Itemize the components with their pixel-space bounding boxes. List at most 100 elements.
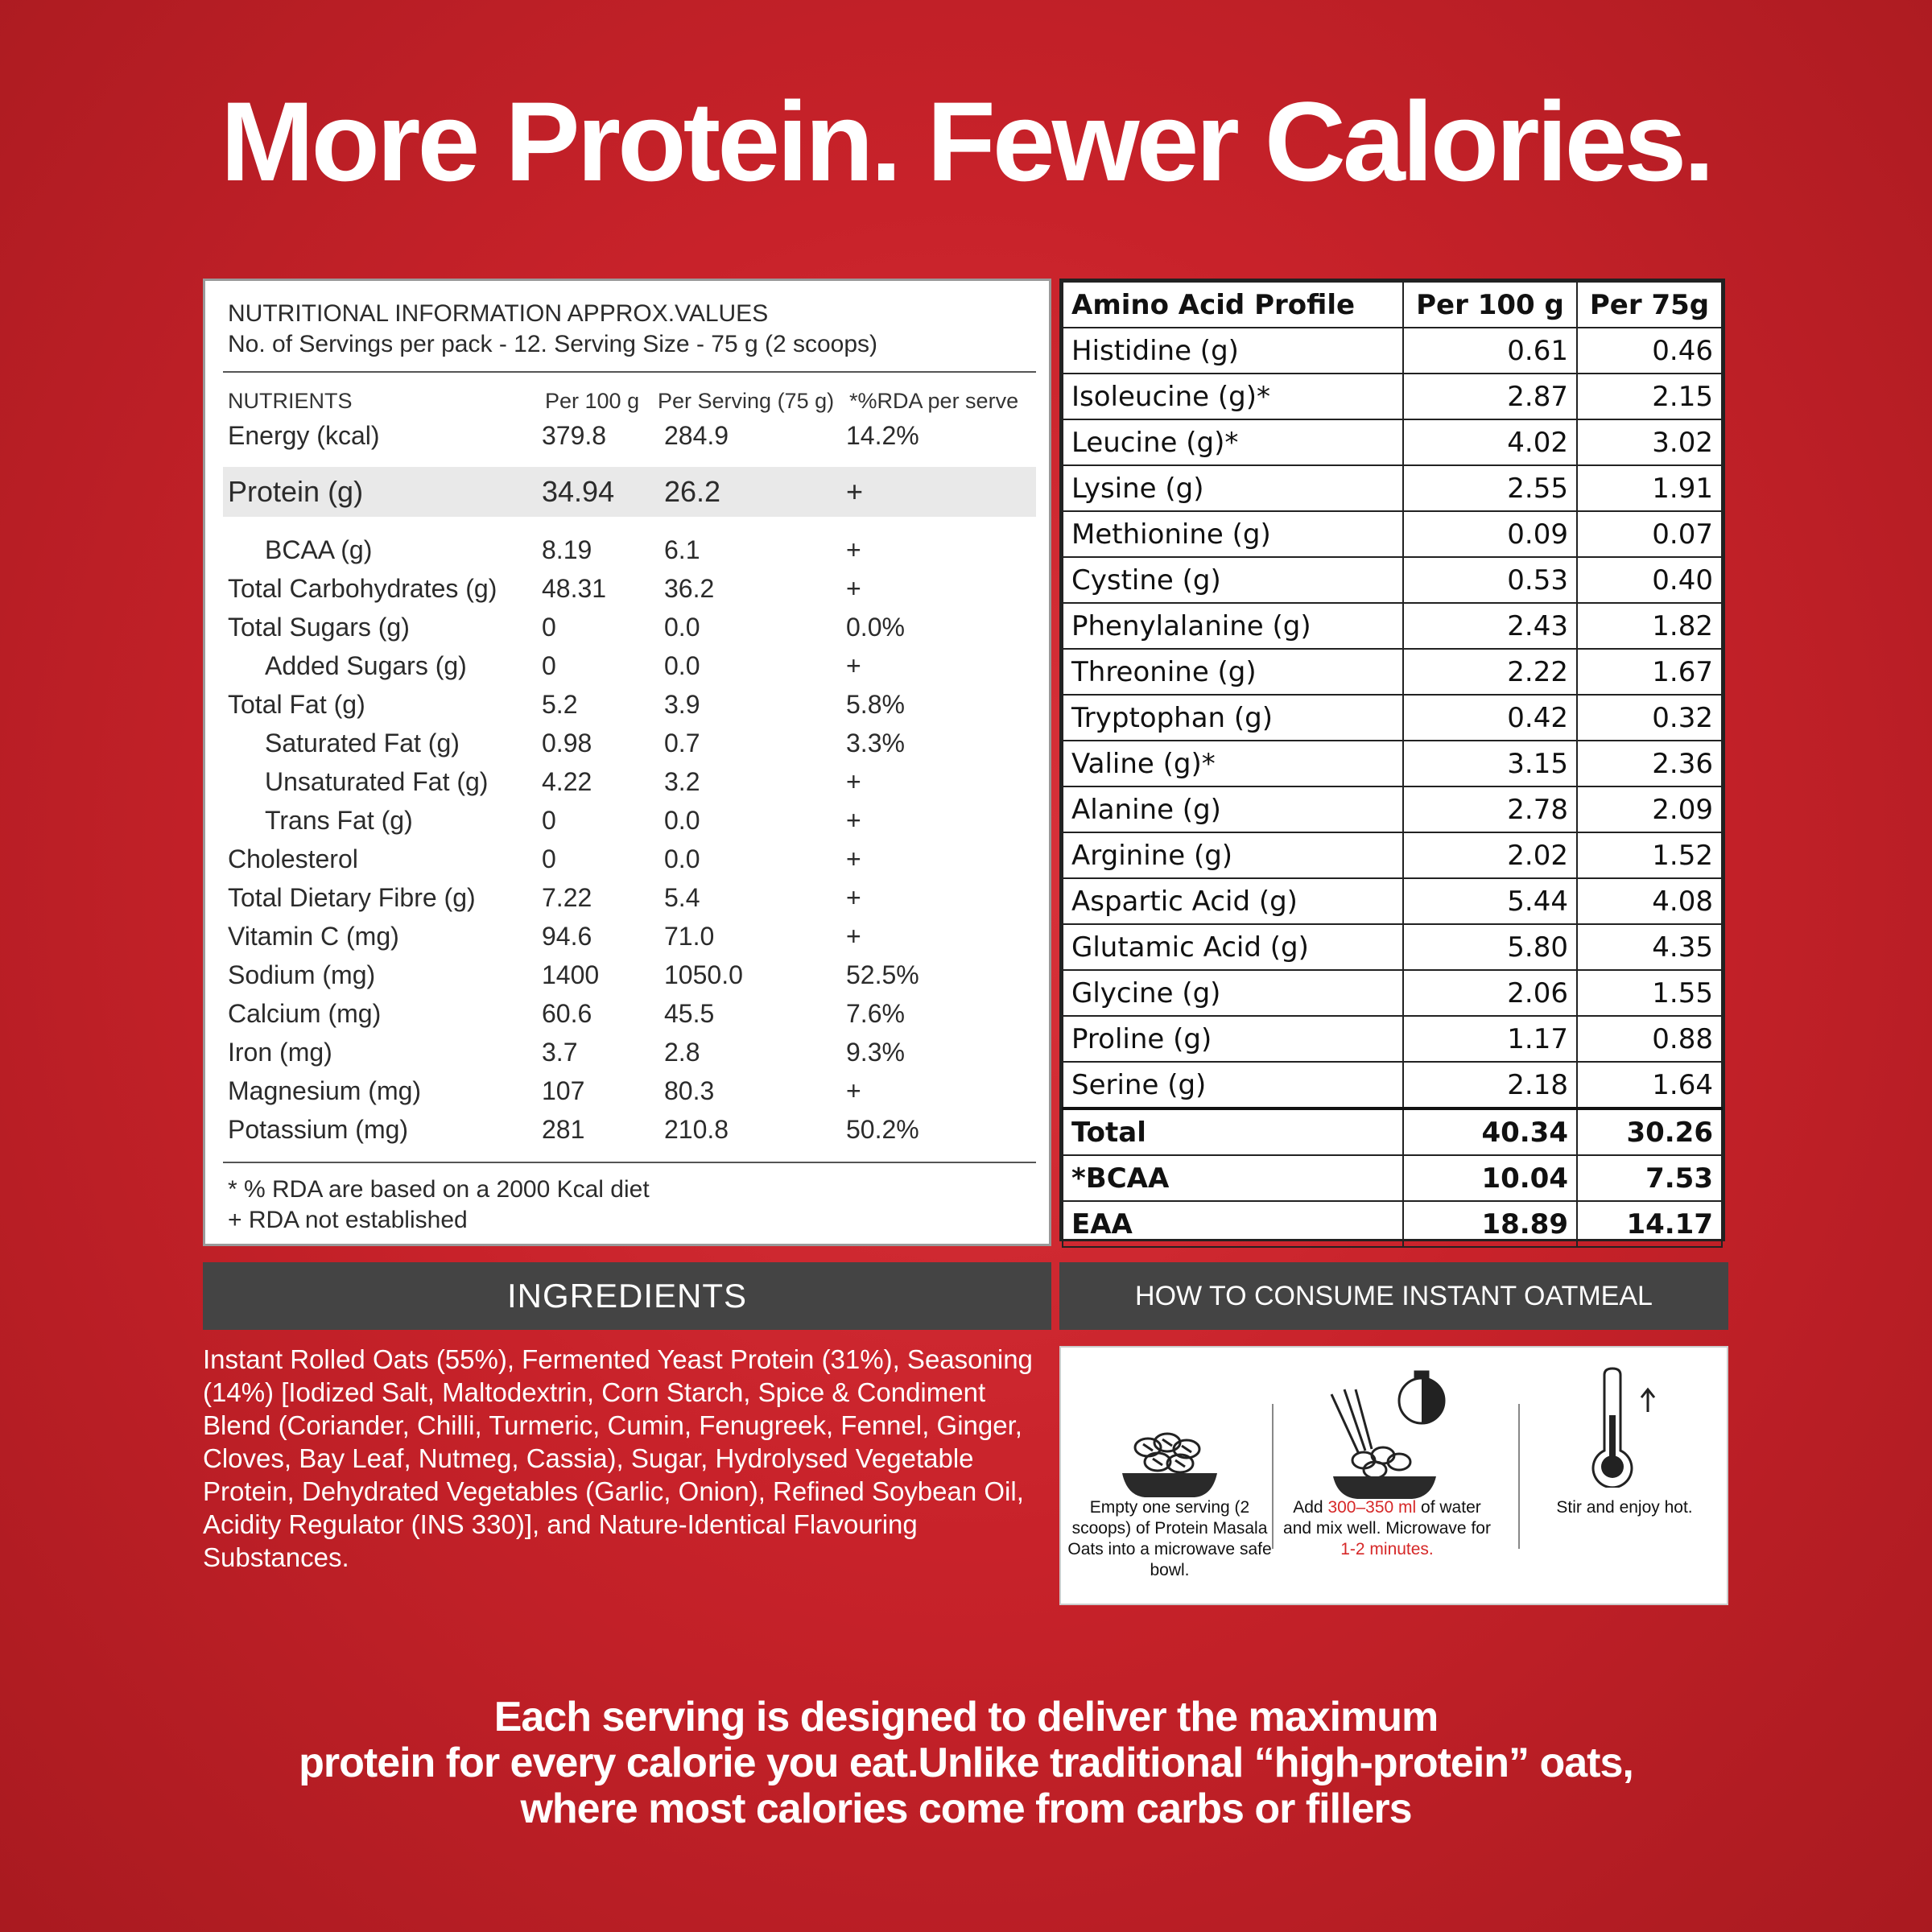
nutrient-row: Total Carbohydrates (g) 48.31 36.2 + bbox=[223, 569, 1036, 608]
tagline-line1: Each serving is designed to deliver the … bbox=[493, 1694, 1439, 1740]
nutrient-row: Sodium (mg) 1400 1050.0 52.5% bbox=[223, 956, 1036, 994]
nutrient-per100: 34.94 bbox=[542, 475, 615, 508]
nutrient-name: Energy (kcal) bbox=[228, 421, 380, 450]
amino-row: Serine (g) 2.18 1.64 bbox=[1062, 1061, 1723, 1109]
nutrition-panel: NUTRITIONAL INFORMATION APPROX.VALUES No… bbox=[203, 279, 1051, 1246]
nutrient-per100: 0 bbox=[542, 806, 556, 835]
amino-per100: 1.17 bbox=[1402, 1015, 1578, 1063]
nutrient-name: Magnesium (mg) bbox=[228, 1076, 422, 1105]
how-to-heading: HOW TO CONSUME INSTANT OATMEAL bbox=[1059, 1262, 1728, 1330]
amino-per100: 0.42 bbox=[1402, 694, 1578, 741]
nutrient-per100: 48.31 bbox=[542, 574, 607, 603]
amino-name: *BCAA bbox=[1062, 1154, 1404, 1202]
amino-row: Leucine (g)* 4.02 3.02 bbox=[1062, 419, 1723, 466]
amino-row: Methionine (g) 0.09 0.07 bbox=[1062, 510, 1723, 558]
amino-per100: 40.34 bbox=[1402, 1107, 1578, 1156]
amino-per100: 0.53 bbox=[1402, 556, 1578, 604]
nutrient-rda: + bbox=[846, 806, 861, 835]
nutrient-per-serving: 26.2 bbox=[664, 475, 721, 508]
amino-per75: 2.09 bbox=[1576, 786, 1723, 833]
amino-name: Alanine (g) bbox=[1062, 786, 1404, 833]
divider bbox=[1272, 1404, 1274, 1549]
amino-name: Phenylalanine (g) bbox=[1062, 602, 1404, 650]
amino-per75: 0.07 bbox=[1576, 510, 1723, 558]
col-per100: Per 100 g bbox=[545, 389, 640, 413]
amino-row: Valine (g)* 3.15 2.36 bbox=[1062, 740, 1723, 787]
step2-time: 1-2 minutes. bbox=[1340, 1540, 1434, 1558]
nutrient-rda: 5.8% bbox=[846, 690, 905, 719]
nutrient-rda: 7.6% bbox=[846, 999, 905, 1028]
amino-row: Histidine (g) 0.61 0.46 bbox=[1062, 327, 1723, 374]
nutrient-per100: 107 bbox=[542, 1076, 585, 1105]
nutrient-name: Added Sugars (g) bbox=[265, 651, 467, 680]
nutrient-per-serving: 45.5 bbox=[664, 999, 715, 1028]
nutrient-row: Cholesterol 0 0.0 + bbox=[223, 840, 1036, 878]
nutrient-row: Total Sugars (g) 0 0.0 0.0% bbox=[223, 608, 1036, 646]
footnote-not-established: + RDA not established bbox=[228, 1207, 468, 1233]
nutrient-name: Total Sugars (g) bbox=[228, 613, 410, 642]
nutrient-per100: 0 bbox=[542, 651, 556, 680]
nutrient-per-serving: 5.4 bbox=[664, 883, 700, 912]
amino-per75: 1.52 bbox=[1576, 832, 1723, 879]
amino-per75: 0.40 bbox=[1576, 556, 1723, 604]
nutrient-per-serving: 80.3 bbox=[664, 1076, 715, 1105]
amino-per100: 5.44 bbox=[1402, 877, 1578, 925]
nutrient-row: Energy (kcal) 379.8 284.9 14.2% bbox=[223, 416, 1036, 455]
nutrient-name: Calcium (mg) bbox=[228, 999, 382, 1028]
amino-per75: 30.26 bbox=[1576, 1107, 1723, 1156]
amino-per75: 1.64 bbox=[1576, 1061, 1723, 1109]
nutrient-per100: 4.22 bbox=[542, 767, 592, 796]
amino-per75: 4.35 bbox=[1576, 923, 1723, 971]
amino-per100: 2.18 bbox=[1402, 1061, 1578, 1109]
amino-per75: 0.88 bbox=[1576, 1015, 1723, 1063]
step1-caption: Empty one serving (2 scoops) of Protein … bbox=[1067, 1498, 1272, 1579]
amino-name: Valine (g)* bbox=[1062, 740, 1404, 787]
nutrient-rda: + bbox=[846, 844, 861, 873]
nutrient-name: Vitamin C (mg) bbox=[228, 922, 399, 951]
nutrient-per-serving: 3.2 bbox=[664, 767, 700, 796]
col-nutrients: NUTRIENTS bbox=[228, 389, 353, 413]
nutrient-rda: + bbox=[846, 1076, 861, 1105]
nutrient-row: Iron (mg) 3.7 2.8 9.3% bbox=[223, 1033, 1036, 1071]
amino-per75: 1.82 bbox=[1576, 602, 1723, 650]
nutrient-row: Potassium (mg) 281 210.8 50.2% bbox=[223, 1110, 1036, 1149]
amino-per75: 1.67 bbox=[1576, 648, 1723, 696]
amino-row: Threonine (g) 2.22 1.67 bbox=[1062, 648, 1723, 696]
ingredients-heading: INGREDIENTS bbox=[203, 1262, 1051, 1330]
amino-per100: 2.78 bbox=[1402, 786, 1578, 833]
nutrient-rda: + bbox=[846, 535, 861, 564]
amino-per75: 2.15 bbox=[1576, 373, 1723, 420]
nutrient-rda: 52.5% bbox=[846, 960, 919, 989]
amino-per75: 1.55 bbox=[1576, 969, 1723, 1017]
amino-name: Total bbox=[1062, 1107, 1404, 1156]
bottom-tagline: Each serving is designed to deliver the … bbox=[0, 1695, 1932, 1832]
nutrient-rda: 50.2% bbox=[846, 1115, 919, 1144]
amino-row: Phenylalanine (g) 2.43 1.82 bbox=[1062, 602, 1723, 650]
amino-name: Serine (g) bbox=[1062, 1061, 1404, 1109]
nutrient-per-serving: 36.2 bbox=[664, 574, 715, 603]
nutrient-rda: + bbox=[846, 651, 861, 680]
nutrient-name: BCAA (g) bbox=[265, 535, 373, 564]
nutrient-per100: 7.22 bbox=[542, 883, 592, 912]
amino-name: Aspartic Acid (g) bbox=[1062, 877, 1404, 925]
header-amino: Amino Acid Profile bbox=[1062, 281, 1404, 328]
nutrient-per-serving: 3.9 bbox=[664, 690, 700, 719]
amino-per100: 5.80 bbox=[1402, 923, 1578, 971]
amino-name: Proline (g) bbox=[1062, 1015, 1404, 1063]
nutrient-per-serving: 6.1 bbox=[664, 535, 700, 564]
nutrient-row: Protein (g) 34.94 26.2 + bbox=[223, 467, 1036, 517]
amino-row: Tryptophan (g) 0.42 0.32 bbox=[1062, 694, 1723, 741]
step2-text-c: of water and mix well. Microwave for bbox=[1283, 1498, 1491, 1538]
amino-row: Cystine (g) 0.53 0.40 bbox=[1062, 556, 1723, 604]
amino-per100: 2.87 bbox=[1402, 373, 1578, 420]
header-per100: Per 100 g bbox=[1402, 281, 1578, 328]
divider bbox=[223, 1162, 1036, 1163]
col-rda: *%RDA per serve bbox=[849, 389, 1019, 413]
amino-per100: 3.15 bbox=[1402, 740, 1578, 787]
amino-name: Histidine (g) bbox=[1062, 327, 1404, 374]
how-to-panel: Empty one serving (2 scoops) of Protein … bbox=[1059, 1346, 1728, 1605]
nutrient-per-serving: 0.7 bbox=[664, 729, 700, 758]
amino-per100: 2.02 bbox=[1402, 832, 1578, 879]
amino-per100: 2.55 bbox=[1402, 464, 1578, 512]
nutrient-row: Unsaturated Fat (g) 4.22 3.2 + bbox=[223, 762, 1036, 801]
